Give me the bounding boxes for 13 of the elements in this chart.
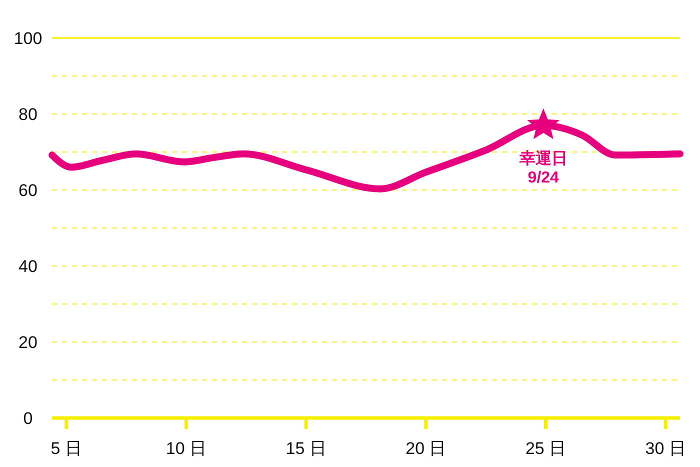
y-tick-label: 80 [18,104,38,124]
x-tick-label: 25 日 [525,439,566,458]
annotation: 幸運日 9/24 [518,149,568,187]
x-tick-label: 5 日 [50,439,82,458]
x-tick-label: 10 日 [166,439,207,458]
y-tick-label: 0 [23,408,33,428]
x-tick-label: 20 日 [406,439,446,458]
x-tick-label: 30 日 [645,439,686,458]
x-tick-label: 15 日 [286,439,326,458]
y-tick-label: 100 [14,28,42,48]
y-tick-label: 20 [18,332,38,352]
y-tick-label: 60 [18,180,38,200]
y-tick-label: 40 [18,256,38,276]
